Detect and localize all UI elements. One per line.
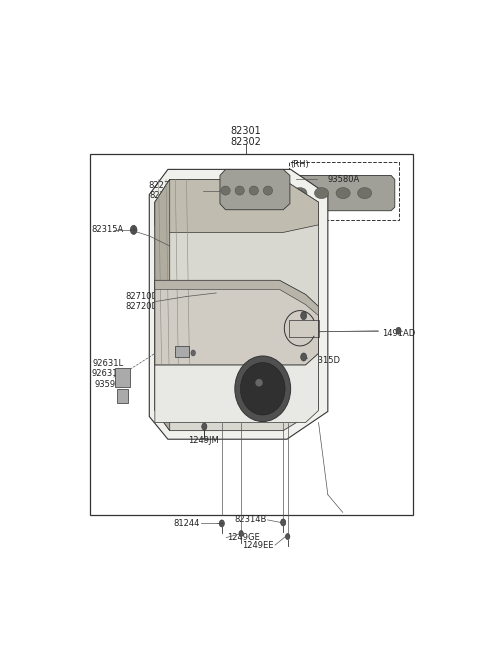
Text: 82315A: 82315A <box>92 225 124 234</box>
Text: (RH): (RH) <box>290 160 309 169</box>
Circle shape <box>286 534 290 540</box>
Text: 1249GE: 1249GE <box>227 533 259 542</box>
Ellipse shape <box>221 186 230 195</box>
Text: 82314B: 82314B <box>234 515 266 525</box>
Circle shape <box>219 520 225 527</box>
Circle shape <box>300 353 307 361</box>
Ellipse shape <box>235 356 290 422</box>
Circle shape <box>281 519 286 526</box>
Ellipse shape <box>358 187 372 198</box>
Bar <box>115 368 130 387</box>
Ellipse shape <box>293 187 307 198</box>
Ellipse shape <box>255 379 263 386</box>
Circle shape <box>130 225 137 234</box>
Text: 93580A: 93580A <box>328 175 360 184</box>
Circle shape <box>239 531 243 536</box>
Polygon shape <box>220 170 290 210</box>
Text: 1249JM: 1249JM <box>188 436 219 445</box>
Circle shape <box>300 312 307 320</box>
Circle shape <box>202 423 207 430</box>
Polygon shape <box>155 179 319 233</box>
Circle shape <box>396 328 401 334</box>
Polygon shape <box>155 354 319 422</box>
Text: 97135A: 97135A <box>166 347 198 356</box>
Polygon shape <box>155 280 319 365</box>
Ellipse shape <box>336 187 350 198</box>
Text: 1491AD: 1491AD <box>382 329 415 338</box>
Polygon shape <box>155 280 319 316</box>
Text: 1249EE: 1249EE <box>242 540 274 550</box>
Polygon shape <box>155 179 170 430</box>
Ellipse shape <box>235 186 244 195</box>
Text: 92631L
92631R
93590: 92631L 92631R 93590 <box>92 359 124 388</box>
Text: 82710D
82720D: 82710D 82720D <box>125 292 158 311</box>
Ellipse shape <box>240 363 285 415</box>
Bar <box>175 346 190 357</box>
Bar <box>289 320 319 337</box>
Text: 82231
82241: 82231 82241 <box>149 181 175 200</box>
Polygon shape <box>292 176 395 211</box>
Polygon shape <box>149 170 328 440</box>
Ellipse shape <box>264 186 273 195</box>
Ellipse shape <box>314 187 329 198</box>
Circle shape <box>191 350 195 356</box>
Text: 82315D: 82315D <box>307 356 340 365</box>
Bar <box>289 162 398 220</box>
Bar <box>90 155 413 515</box>
Text: 82301
82302: 82301 82302 <box>230 126 262 147</box>
Polygon shape <box>155 179 319 430</box>
Ellipse shape <box>249 186 258 195</box>
Bar <box>117 389 129 403</box>
Text: 93570B: 93570B <box>244 183 276 191</box>
Text: 81244: 81244 <box>173 519 200 528</box>
